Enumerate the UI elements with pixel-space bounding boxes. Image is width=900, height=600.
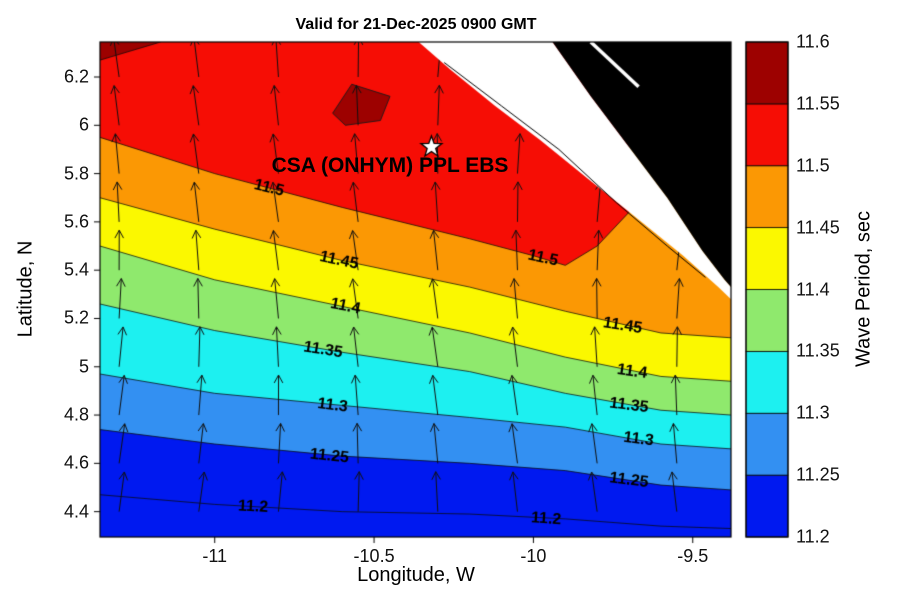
map-annotation: CSA (ONHYM) PPL EBS xyxy=(271,154,509,178)
y-axis-label: Latitude, N xyxy=(14,240,37,338)
plot-title: Valid for 21-Dec-2025 0900 GMT xyxy=(295,16,537,33)
x-axis-label: Longitude, W xyxy=(357,564,475,586)
colorbar-label: Wave Period, sec xyxy=(852,211,875,367)
